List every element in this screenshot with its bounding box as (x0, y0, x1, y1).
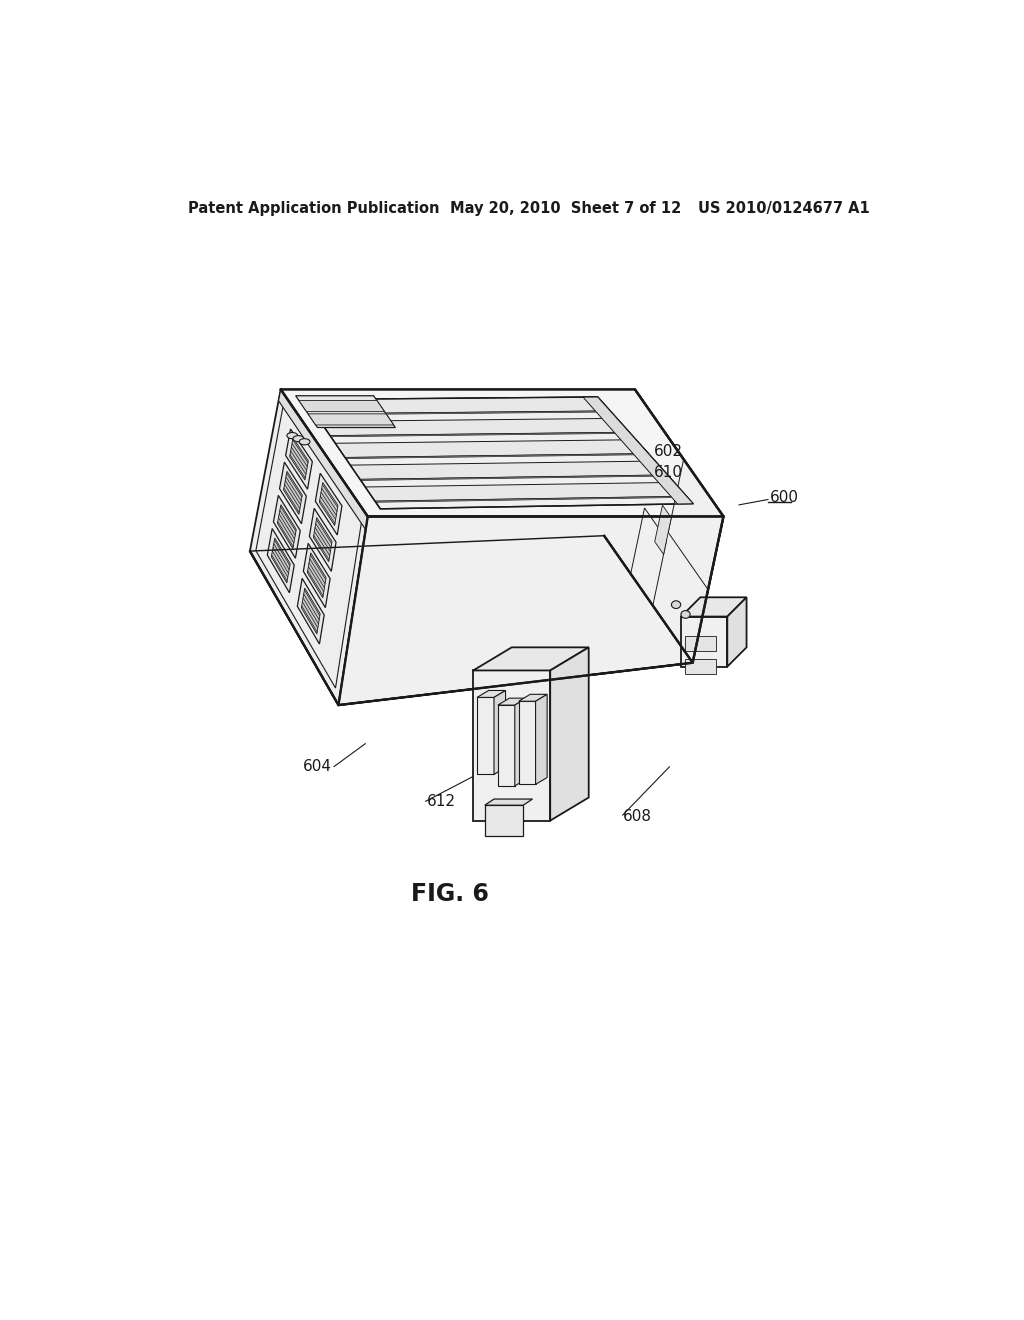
Polygon shape (366, 482, 686, 502)
Polygon shape (477, 697, 494, 775)
Polygon shape (375, 496, 687, 503)
Polygon shape (315, 474, 342, 535)
Polygon shape (518, 694, 547, 701)
Polygon shape (631, 508, 667, 606)
Polygon shape (303, 544, 330, 607)
Polygon shape (498, 698, 526, 705)
Text: US 2010/0124677 A1: US 2010/0124677 A1 (698, 201, 869, 216)
Polygon shape (271, 539, 290, 583)
Polygon shape (473, 671, 550, 821)
Polygon shape (278, 504, 296, 549)
Text: 608: 608 (624, 809, 652, 824)
Ellipse shape (287, 433, 298, 438)
Polygon shape (550, 647, 589, 821)
Ellipse shape (293, 436, 304, 442)
Polygon shape (290, 438, 308, 480)
Polygon shape (669, 459, 724, 590)
Polygon shape (339, 516, 724, 705)
Polygon shape (473, 647, 589, 671)
Polygon shape (681, 598, 746, 616)
Polygon shape (484, 799, 532, 805)
Polygon shape (297, 578, 325, 644)
Polygon shape (685, 659, 716, 675)
Polygon shape (281, 389, 724, 516)
Ellipse shape (299, 438, 310, 445)
Polygon shape (280, 462, 306, 524)
Polygon shape (309, 508, 336, 572)
Polygon shape (250, 389, 368, 705)
Polygon shape (654, 506, 672, 554)
Polygon shape (279, 389, 368, 529)
Polygon shape (518, 701, 536, 784)
Polygon shape (313, 517, 332, 562)
Text: 602: 602 (654, 444, 683, 458)
Polygon shape (498, 705, 515, 785)
Polygon shape (296, 396, 395, 428)
Polygon shape (350, 461, 668, 479)
Text: 612: 612 (427, 793, 456, 809)
Text: Patent Application Publication: Patent Application Publication (188, 201, 440, 216)
Polygon shape (360, 475, 669, 480)
Polygon shape (345, 454, 649, 458)
Polygon shape (299, 400, 384, 412)
Polygon shape (284, 471, 302, 515)
Polygon shape (308, 414, 393, 425)
Text: May 20, 2010  Sheet 7 of 12: May 20, 2010 Sheet 7 of 12 (451, 201, 681, 216)
Text: 600: 600 (770, 490, 799, 504)
Polygon shape (583, 397, 693, 504)
Polygon shape (267, 528, 294, 593)
Polygon shape (515, 698, 526, 785)
Polygon shape (727, 598, 746, 667)
Polygon shape (305, 397, 693, 508)
Polygon shape (494, 690, 506, 775)
Text: 604: 604 (303, 759, 333, 775)
Ellipse shape (672, 601, 681, 609)
Polygon shape (335, 440, 648, 458)
Polygon shape (604, 389, 724, 663)
Text: 610: 610 (654, 465, 683, 480)
Polygon shape (477, 690, 506, 697)
Polygon shape (315, 411, 611, 414)
Polygon shape (330, 432, 630, 437)
Polygon shape (484, 805, 523, 836)
Text: FIG. 6: FIG. 6 (412, 882, 489, 906)
Polygon shape (307, 553, 326, 598)
Polygon shape (536, 694, 547, 784)
Polygon shape (685, 636, 716, 651)
Polygon shape (321, 418, 629, 436)
Ellipse shape (681, 611, 690, 618)
Polygon shape (301, 587, 321, 634)
Polygon shape (319, 482, 338, 525)
Polygon shape (286, 429, 312, 490)
Polygon shape (273, 495, 300, 558)
Polygon shape (305, 397, 610, 413)
Polygon shape (681, 616, 727, 667)
